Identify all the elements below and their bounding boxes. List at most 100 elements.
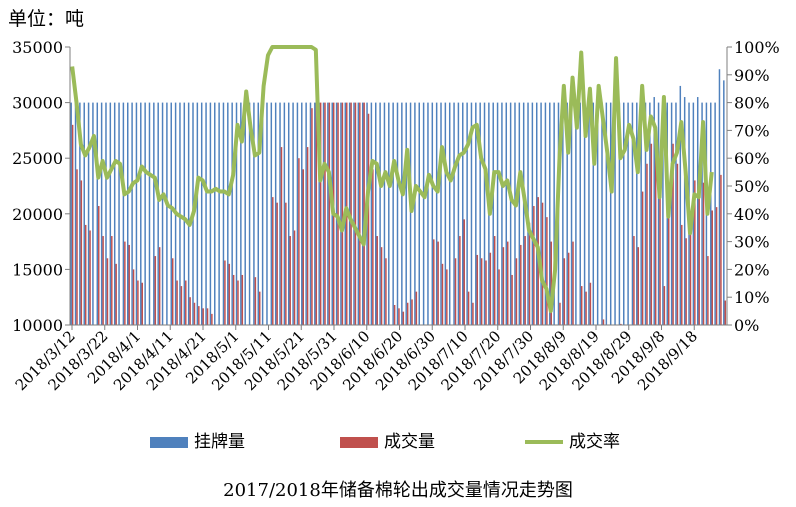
bar-listed-7 xyxy=(100,102,103,325)
bar-listed-0 xyxy=(70,102,72,325)
bar-listed-133 xyxy=(649,102,651,325)
bar-listed-9 xyxy=(109,102,112,325)
legend-item-listed: 挂牌量 xyxy=(150,427,245,452)
right-tick-label: 40% xyxy=(734,205,770,224)
bar-traded-8 xyxy=(106,258,109,325)
bar-traded-129 xyxy=(633,236,635,325)
bar-traded-119 xyxy=(589,282,592,325)
bar-listed-121 xyxy=(596,102,599,325)
bar-traded-133 xyxy=(650,143,653,325)
x-tick-labels: 2018/3/122018/3/222018/4/12018/4/112018/… xyxy=(12,327,701,394)
bar-listed-22 xyxy=(166,102,168,325)
bar-traded-53 xyxy=(302,169,304,325)
bar-listed-100 xyxy=(505,102,508,325)
bar-listed-51 xyxy=(292,102,294,325)
bar-traded-95 xyxy=(485,260,487,325)
legend-swatch-rate xyxy=(525,440,563,444)
bar-traded-75 xyxy=(398,308,400,325)
bar-listed-26 xyxy=(183,102,186,325)
bar-listed-83 xyxy=(431,102,434,325)
bar-listed-94 xyxy=(479,102,481,325)
bar-traded-103 xyxy=(520,244,522,325)
bar-traded-149 xyxy=(720,174,722,325)
bar-traded-74 xyxy=(393,304,396,325)
bar-traded-65 xyxy=(354,102,357,325)
bar-listed-85 xyxy=(440,102,442,325)
bar-listed-2 xyxy=(79,102,81,325)
bar-listed-117 xyxy=(579,102,581,325)
bar-traded-97 xyxy=(493,236,496,325)
bar-traded-148 xyxy=(715,207,718,325)
bar-traded-68 xyxy=(367,113,370,325)
bar-traded-142 xyxy=(689,232,692,325)
bar-listed-29 xyxy=(196,102,199,325)
bar-traded-69 xyxy=(372,169,374,325)
left-tick-label: 35000 xyxy=(12,38,63,57)
bar-traded-0 xyxy=(71,124,74,325)
bar-traded-131 xyxy=(641,191,644,325)
bar-traded-134 xyxy=(654,154,657,325)
left-tick-label: 25000 xyxy=(12,149,63,168)
bar-listed-8 xyxy=(105,102,107,325)
bar-traded-98 xyxy=(498,269,500,325)
bar-listed-50 xyxy=(287,102,290,325)
bar-traded-113 xyxy=(563,258,566,325)
bar-traded-146 xyxy=(707,256,709,325)
bar-traded-37 xyxy=(232,274,235,325)
bar-listed-16 xyxy=(140,102,142,325)
bar-listed-115 xyxy=(570,102,573,325)
bar-listed-30 xyxy=(200,102,203,325)
bar-traded-57 xyxy=(319,102,322,325)
bar-listed-97 xyxy=(492,102,494,325)
bar-listed-36 xyxy=(227,102,229,325)
bar-traded-132 xyxy=(646,163,648,325)
bar-listed-15 xyxy=(135,102,138,325)
bar-listed-12 xyxy=(122,102,125,325)
bar-listed-125 xyxy=(614,102,616,325)
bar-listed-140 xyxy=(679,85,682,325)
bar-listed-44 xyxy=(261,102,264,325)
bar-listed-90 xyxy=(462,102,464,325)
left-tick-label: 10000 xyxy=(12,316,63,335)
bar-listed-78 xyxy=(409,102,412,325)
bar-traded-96 xyxy=(489,252,492,325)
bar-traded-35 xyxy=(224,260,226,325)
legend-label-traded: 成交量 xyxy=(384,432,435,452)
bar-listed-43 xyxy=(257,102,260,325)
bar-traded-122 xyxy=(602,319,605,325)
bar-listed-80 xyxy=(418,102,420,325)
bar-listed-147 xyxy=(710,102,712,325)
bar-traded-31 xyxy=(206,308,209,325)
bar-listed-114 xyxy=(566,102,568,325)
bar-traded-136 xyxy=(663,286,666,325)
bar-listed-134 xyxy=(653,97,655,325)
bar-traded-72 xyxy=(385,258,387,325)
bar-traded-26 xyxy=(185,280,187,325)
bar-traded-144 xyxy=(698,169,700,325)
bar-traded-64 xyxy=(350,102,352,325)
bar-listed-75 xyxy=(396,102,399,325)
bar-traded-50 xyxy=(289,236,291,325)
bar-traded-29 xyxy=(198,306,200,325)
right-tick-label: 60% xyxy=(734,149,770,168)
bar-traded-13 xyxy=(128,244,130,325)
bar-traded-150 xyxy=(724,300,727,325)
bar-listed-20 xyxy=(157,102,159,325)
bar-listed-79 xyxy=(414,102,416,325)
bar-traded-90 xyxy=(463,219,465,325)
bar-listed-21 xyxy=(161,102,164,325)
bar-traded-141 xyxy=(685,238,687,325)
bar-listed-91 xyxy=(466,102,468,325)
bar-traded-7 xyxy=(102,236,104,325)
bar-listed-89 xyxy=(457,102,460,325)
bar-listed-5 xyxy=(92,102,94,325)
bar-listed-123 xyxy=(605,102,608,325)
chart-caption: 2017/2018年储备棉轮出成交量情况走势图 xyxy=(223,480,573,501)
bar-traded-36 xyxy=(228,263,231,325)
bar-listed-76 xyxy=(401,102,403,325)
bar-listed-1 xyxy=(74,102,77,325)
legend-swatch-listed xyxy=(150,436,188,448)
bar-traded-112 xyxy=(559,302,561,325)
right-tick-label: 80% xyxy=(734,94,770,113)
bar-listed-40 xyxy=(244,102,246,325)
